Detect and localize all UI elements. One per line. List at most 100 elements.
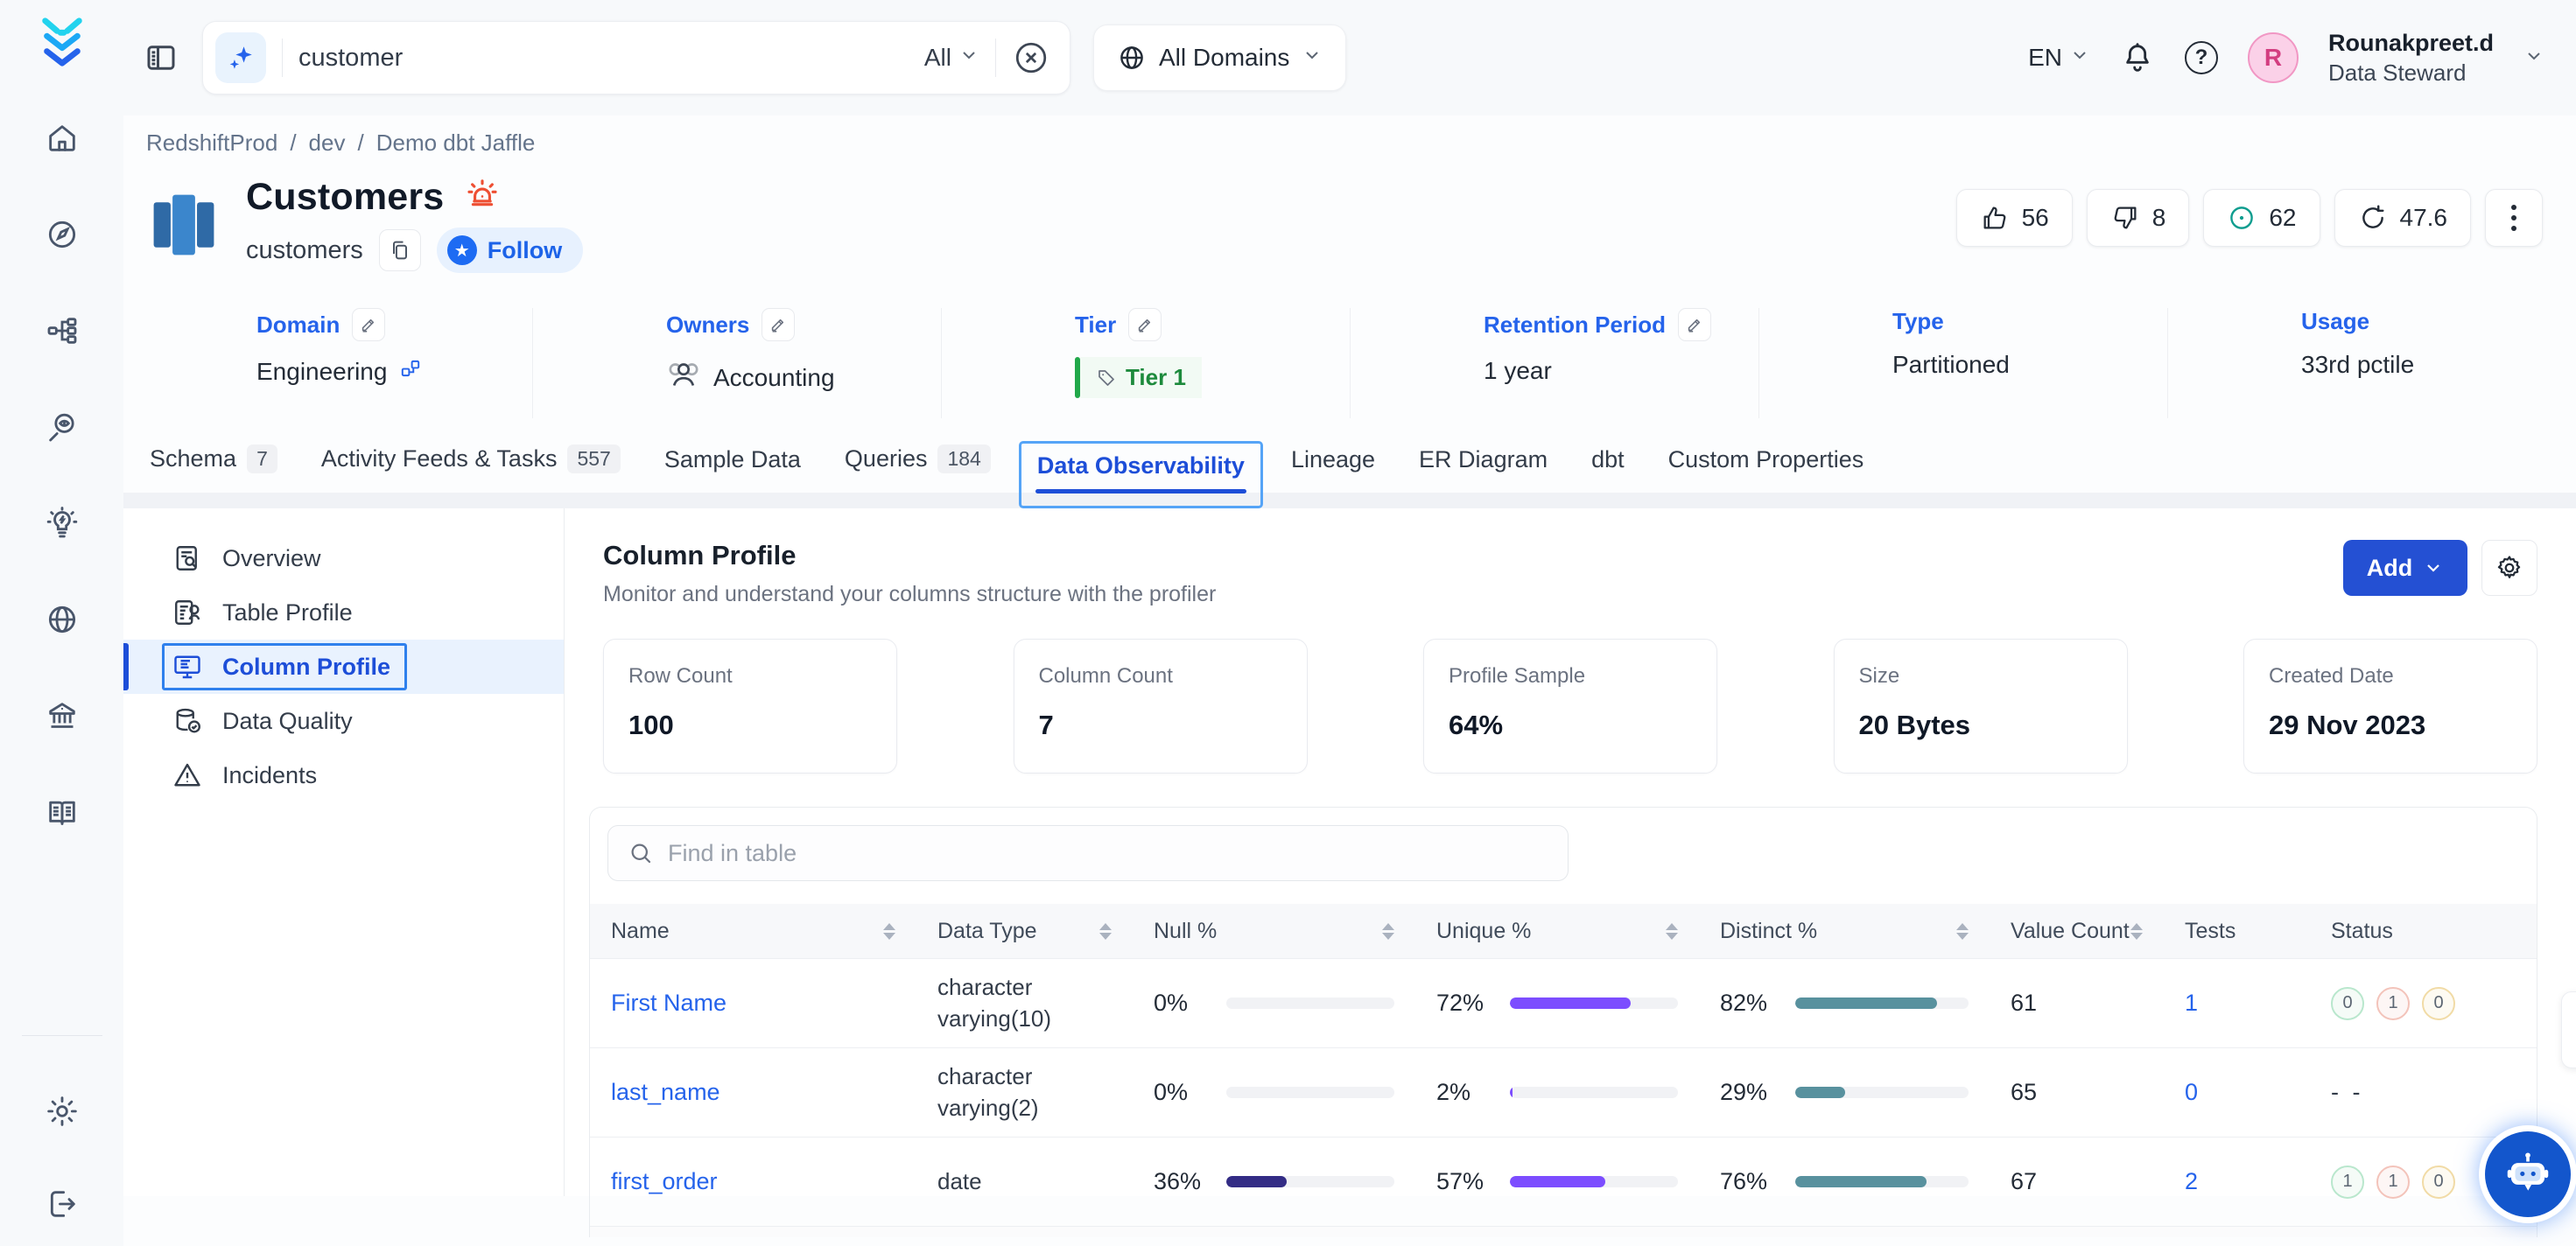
tab-er-diagram[interactable]: ER Diagram xyxy=(1419,446,1548,493)
compass-icon[interactable] xyxy=(45,217,80,252)
tab-data-observability[interactable]: Data Observability xyxy=(1018,441,1263,508)
tests-link[interactable]: 2 xyxy=(2185,1168,2199,1194)
panel-item-column-profile[interactable]: Column Profile xyxy=(123,640,564,694)
tier-badge[interactable]: Tier 1 xyxy=(1075,357,1202,398)
owners-value[interactable]: Accounting xyxy=(713,363,835,391)
glossary-icon[interactable] xyxy=(45,794,80,830)
score-value: 62 xyxy=(2269,204,2297,231)
edit-pencil-icon[interactable] xyxy=(1678,308,1712,341)
all-domains-button[interactable]: All Domains xyxy=(1093,24,1347,91)
search-input[interactable] xyxy=(298,43,909,73)
tab-lineage[interactable]: Lineage xyxy=(1291,446,1375,493)
search-clear-icon[interactable] xyxy=(1012,38,1050,77)
breadcrumb-item[interactable]: RedshiftProd xyxy=(146,130,278,156)
home-icon[interactable] xyxy=(45,121,80,156)
find-in-table-input[interactable] xyxy=(668,839,1548,867)
column-header-value-count[interactable]: Value Count xyxy=(1991,904,2165,958)
globe-icon[interactable] xyxy=(45,602,80,637)
upvote-button[interactable]: 56 xyxy=(1955,189,2073,247)
tier-label[interactable]: Tier xyxy=(1075,311,1117,338)
popularity-value: 47.6 xyxy=(2399,204,2448,231)
panel-item-data-quality[interactable]: Data Quality xyxy=(123,694,564,748)
edge-widget[interactable] xyxy=(2561,991,2576,1068)
tests-link[interactable]: 1 xyxy=(2185,990,2199,1016)
summary-cards: Row Count 100 Column Count 7 Profile Sam… xyxy=(603,639,2537,774)
notifications-bell-icon[interactable] xyxy=(2120,40,2155,75)
downvote-button[interactable]: 8 xyxy=(2086,189,2190,247)
sidebar-toggle-icon[interactable] xyxy=(143,39,179,76)
gear-icon xyxy=(2497,556,2521,578)
panel-item-label: Data Quality xyxy=(222,707,353,734)
null-pct-cell: 36% xyxy=(1134,1168,1417,1195)
search-scope-dropdown[interactable]: All xyxy=(924,44,979,72)
tab-queries[interactable]: Queries 184 xyxy=(845,444,991,493)
tab-schema[interactable]: Schema 7 xyxy=(150,444,277,493)
column-header-name[interactable]: Name xyxy=(590,904,918,958)
progress-fill xyxy=(1509,998,1632,1009)
language-selector[interactable]: EN xyxy=(2028,44,2090,72)
sort-icon xyxy=(1099,922,1112,940)
tab-label: dbt xyxy=(1591,446,1625,472)
panel-item-table-profile[interactable]: Table Profile xyxy=(123,585,564,640)
column-name-link[interactable]: first_order xyxy=(611,1168,718,1194)
retention-label[interactable]: Retention Period xyxy=(1484,311,1667,338)
edit-pencil-icon[interactable] xyxy=(762,308,796,341)
chevron-down-icon[interactable] xyxy=(2523,46,2544,71)
metadata-retention: Retention Period 1 year xyxy=(1350,308,1758,418)
column-name-link[interactable]: First Name xyxy=(611,990,727,1016)
governance-icon[interactable] xyxy=(45,698,80,733)
follow-star-icon: ★ xyxy=(446,235,477,265)
user-avatar[interactable]: R xyxy=(2247,32,2299,83)
discover-icon[interactable] xyxy=(45,410,80,444)
metadata-domain: Domain Engineering xyxy=(123,308,532,418)
ai-sparkles-icon[interactable] xyxy=(215,32,266,83)
database-check-icon xyxy=(176,708,200,733)
tab-activity-feeds[interactable]: Activity Feeds & Tasks 557 xyxy=(321,444,621,493)
chatbot-button[interactable] xyxy=(2479,1125,2576,1223)
breadcrumb-separator: / xyxy=(290,130,297,156)
metadata-tier: Tier Tier 1 xyxy=(941,308,1350,418)
popularity-button[interactable]: 47.6 xyxy=(2334,189,2471,247)
unique-pct-cell: 2% xyxy=(1417,1079,1701,1106)
column-header-tests[interactable]: Tests xyxy=(2185,918,2236,943)
tab-sample-data[interactable]: Sample Data xyxy=(664,446,801,493)
find-in-table[interactable] xyxy=(607,825,1569,881)
logout-icon[interactable] xyxy=(45,1186,80,1222)
column-header-null-pct[interactable]: Null % xyxy=(1134,904,1417,958)
tab-dbt[interactable]: dbt xyxy=(1591,446,1625,493)
tab-custom-properties[interactable]: Custom Properties xyxy=(1668,446,1864,493)
workflow-icon[interactable] xyxy=(45,313,80,348)
owners-label[interactable]: Owners xyxy=(666,311,750,338)
panel-item-overview[interactable]: Overview xyxy=(123,531,564,585)
domain-value[interactable]: Engineering xyxy=(256,357,388,385)
insights-icon[interactable] xyxy=(45,506,80,541)
follow-button[interactable]: ★ Follow xyxy=(436,228,584,273)
breadcrumb-item[interactable]: Demo dbt Jaffle xyxy=(376,130,536,156)
edit-pencil-icon[interactable] xyxy=(352,308,386,341)
copy-icon[interactable] xyxy=(378,229,421,271)
panel-item-incidents[interactable]: Incidents xyxy=(123,748,564,802)
chevron-down-icon xyxy=(1302,44,1323,72)
card-created-date: Created Date 29 Nov 2023 xyxy=(2243,639,2537,774)
score-button[interactable]: 62 xyxy=(2203,189,2320,247)
column-header-data-type[interactable]: Data Type xyxy=(918,904,1134,958)
alert-siren-icon[interactable] xyxy=(463,176,502,219)
domain-label[interactable]: Domain xyxy=(256,311,340,338)
add-button[interactable]: Add xyxy=(2343,540,2467,596)
global-search-bar[interactable]: All xyxy=(202,21,1070,94)
progress-fill xyxy=(1509,1087,1513,1098)
column-header-distinct-pct[interactable]: Distinct % xyxy=(1701,904,1991,958)
edit-pencil-icon[interactable] xyxy=(1128,308,1162,341)
breadcrumb-item[interactable]: dev xyxy=(308,130,346,156)
settings-icon[interactable] xyxy=(45,1094,80,1129)
profile-settings-button[interactable] xyxy=(2481,540,2537,596)
tier-badge-bar xyxy=(1075,357,1080,398)
atlan-logo[interactable] xyxy=(35,14,89,68)
column-header-unique-pct[interactable]: Unique % xyxy=(1417,904,1701,958)
more-actions-button[interactable] xyxy=(2485,189,2543,247)
help-icon[interactable]: ? xyxy=(2184,41,2218,74)
tests-link[interactable]: 0 xyxy=(2185,1079,2199,1105)
column-name-link[interactable]: last_name xyxy=(611,1079,720,1105)
user-menu[interactable]: Rounakpreet.d Data Steward xyxy=(2328,29,2494,87)
unique-pct-cell: 72% xyxy=(1417,990,1701,1017)
